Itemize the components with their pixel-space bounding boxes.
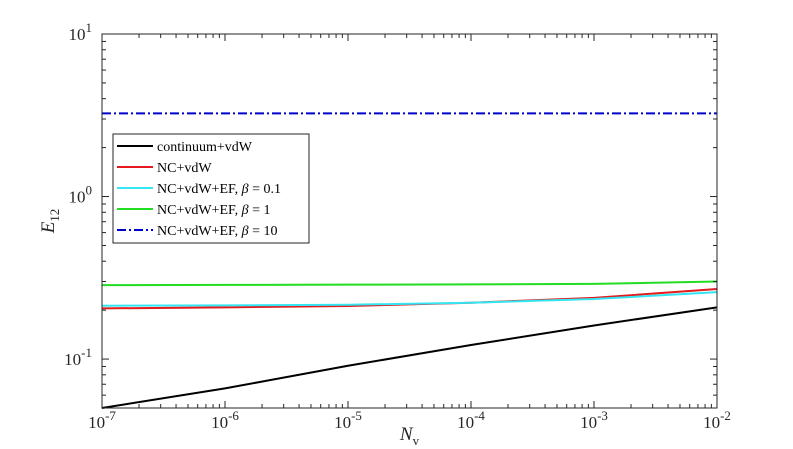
series-layer bbox=[101, 112, 718, 409]
legend-label-4: NC+vdW+EF, β = 1 bbox=[157, 203, 271, 218]
series-line-4 bbox=[101, 280, 718, 287]
y-tick-label: 10-1 bbox=[64, 345, 92, 369]
y-tick-label: 100 bbox=[69, 183, 93, 207]
x-tick-label: 10-4 bbox=[457, 408, 485, 432]
x-tick-label: 10-3 bbox=[580, 408, 608, 432]
x-axis-label: Nv bbox=[399, 424, 420, 448]
x-tick-label: 10-7 bbox=[88, 408, 116, 432]
axes-layer: 10-7 10-6 10-5 10-4 10-3 10-2 10-1 100 101 bbox=[64, 20, 731, 432]
series-line-3 bbox=[101, 291, 718, 307]
x-tick-label: 10-2 bbox=[703, 408, 731, 432]
legend-label-5: NC+vdW+EF, β = 10 bbox=[157, 224, 278, 239]
x-tick-label: 10-6 bbox=[211, 408, 239, 432]
series-line-1 bbox=[101, 306, 718, 409]
legend-label-3: NC+vdW+EF, β = 0.1 bbox=[157, 182, 281, 197]
legend-label-1: continuum+vdW bbox=[157, 140, 253, 155]
legend-label-2: NC+vdW bbox=[157, 161, 212, 176]
x-tick-label: 10-5 bbox=[334, 408, 362, 432]
legend: continuum+vdW NC+vdW NC+vdW+EF, β = 0.1 NC+… bbox=[112, 133, 310, 244]
y-tick-label: 101 bbox=[69, 20, 93, 44]
y-axis-label: E12 bbox=[38, 209, 62, 235]
axes-frame bbox=[101, 33, 718, 409]
